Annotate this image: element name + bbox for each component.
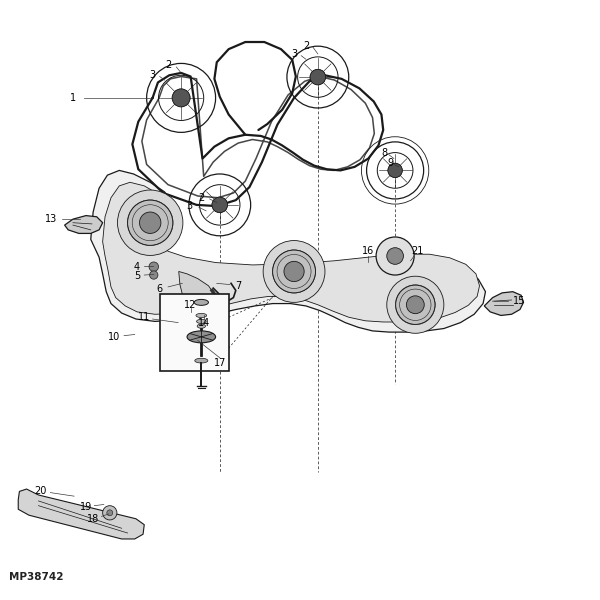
Text: 2: 2 (303, 41, 309, 50)
Circle shape (387, 276, 444, 333)
Ellipse shape (197, 319, 206, 323)
Ellipse shape (194, 299, 208, 305)
Circle shape (387, 248, 403, 265)
Text: 14: 14 (197, 317, 210, 328)
Circle shape (149, 262, 158, 271)
Ellipse shape (195, 358, 208, 363)
Polygon shape (18, 489, 144, 539)
Circle shape (310, 70, 326, 85)
Polygon shape (103, 182, 479, 322)
Text: 2: 2 (198, 193, 205, 203)
Circle shape (139, 212, 161, 233)
Text: MP38742: MP38742 (9, 572, 63, 583)
Circle shape (284, 262, 304, 281)
Circle shape (396, 285, 435, 325)
Text: 17: 17 (214, 358, 227, 368)
Polygon shape (179, 271, 214, 305)
Text: 2: 2 (165, 60, 171, 70)
Circle shape (107, 510, 113, 516)
Text: 11: 11 (138, 311, 151, 322)
Circle shape (172, 89, 190, 107)
Text: 4: 4 (134, 262, 140, 272)
Circle shape (376, 237, 414, 275)
Circle shape (128, 200, 173, 245)
Polygon shape (91, 170, 485, 332)
Text: 8: 8 (382, 148, 388, 158)
Text: 21: 21 (412, 246, 424, 256)
Text: 16: 16 (362, 246, 374, 256)
Polygon shape (65, 215, 103, 233)
Text: 13: 13 (46, 214, 58, 224)
Circle shape (263, 241, 325, 302)
Ellipse shape (196, 313, 206, 317)
Text: 5: 5 (134, 271, 140, 281)
Text: 7: 7 (235, 281, 241, 291)
Text: 3: 3 (187, 201, 193, 211)
Text: 1: 1 (70, 93, 76, 103)
Text: 19: 19 (80, 502, 92, 512)
Circle shape (388, 163, 402, 178)
Text: 20: 20 (35, 487, 47, 496)
Circle shape (272, 250, 316, 293)
Text: 12: 12 (184, 300, 197, 310)
Text: 15: 15 (512, 296, 525, 306)
Text: 9: 9 (387, 158, 394, 168)
Text: 18: 18 (87, 514, 99, 524)
Bar (160, 294, 229, 371)
Circle shape (118, 190, 183, 256)
Polygon shape (484, 292, 524, 316)
Circle shape (406, 296, 424, 314)
Circle shape (103, 506, 117, 520)
Text: 3: 3 (149, 70, 155, 80)
Ellipse shape (187, 331, 215, 343)
Circle shape (149, 271, 158, 279)
Text: 10: 10 (109, 332, 121, 342)
Circle shape (212, 197, 227, 212)
Text: 6: 6 (157, 284, 163, 295)
Text: 3: 3 (291, 49, 297, 59)
Ellipse shape (197, 324, 205, 328)
